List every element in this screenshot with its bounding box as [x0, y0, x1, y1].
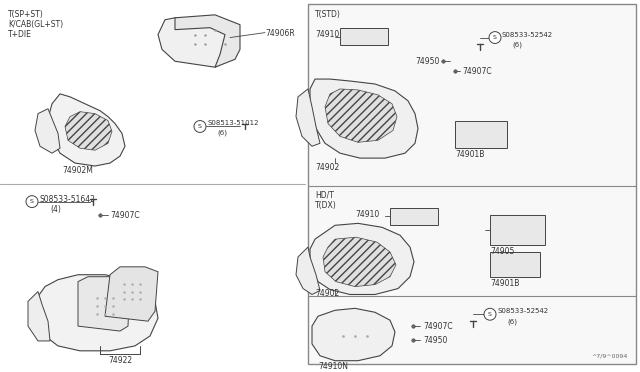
Polygon shape: [28, 292, 50, 341]
Text: (6): (6): [507, 318, 517, 325]
Text: T(SP+ST): T(SP+ST): [8, 10, 44, 19]
Circle shape: [484, 308, 496, 320]
Text: (6): (6): [217, 129, 227, 136]
Text: 74905: 74905: [490, 247, 515, 256]
Text: 74901B: 74901B: [455, 150, 484, 159]
Text: 74907C: 74907C: [462, 67, 492, 76]
Text: 74907C: 74907C: [423, 322, 452, 331]
Text: S: S: [30, 199, 34, 204]
Bar: [455, 121, 507, 148]
Bar: [308, 4, 636, 364]
Polygon shape: [310, 223, 414, 295]
Text: K/CAB(GL+ST): K/CAB(GL+ST): [8, 20, 63, 29]
Text: 74910: 74910: [315, 30, 339, 39]
Text: T(STD): T(STD): [315, 10, 341, 19]
Polygon shape: [105, 267, 158, 321]
Polygon shape: [78, 277, 130, 331]
Text: S08533-52542: S08533-52542: [497, 308, 548, 314]
Bar: [390, 208, 438, 225]
Circle shape: [26, 196, 38, 208]
Polygon shape: [310, 79, 418, 158]
Text: (4): (4): [50, 205, 61, 214]
Polygon shape: [35, 109, 60, 153]
Polygon shape: [312, 308, 395, 361]
Text: 74950: 74950: [423, 336, 447, 345]
Text: S: S: [493, 35, 497, 40]
Text: S08533-51642: S08533-51642: [40, 195, 96, 204]
Polygon shape: [38, 275, 158, 351]
Polygon shape: [48, 94, 125, 166]
Bar: [490, 252, 540, 277]
Polygon shape: [175, 15, 240, 67]
Text: S: S: [198, 124, 202, 129]
Bar: [340, 28, 388, 45]
Text: S08513-51012: S08513-51012: [207, 119, 259, 126]
Polygon shape: [158, 18, 235, 67]
Polygon shape: [296, 89, 320, 146]
Polygon shape: [65, 112, 112, 150]
Polygon shape: [323, 237, 396, 286]
Circle shape: [194, 121, 206, 132]
Text: 74902M: 74902M: [62, 166, 93, 175]
Text: ^7/9^0094: ^7/9^0094: [591, 354, 628, 359]
Text: 74902: 74902: [315, 289, 339, 298]
Text: S: S: [488, 312, 492, 317]
Text: 74922: 74922: [108, 356, 132, 365]
Text: 74910N: 74910N: [318, 362, 348, 371]
Text: T+DIE: T+DIE: [8, 30, 32, 39]
Text: 74950: 74950: [415, 57, 440, 66]
Text: S08533-52542: S08533-52542: [502, 32, 553, 38]
Text: 74902: 74902: [315, 163, 339, 172]
Polygon shape: [325, 89, 397, 142]
Text: 74906R: 74906R: [265, 29, 295, 38]
Polygon shape: [296, 247, 320, 295]
Text: HD/T: HD/T: [315, 191, 334, 200]
Text: 74901B: 74901B: [490, 279, 520, 288]
Text: 74907C: 74907C: [110, 211, 140, 221]
Text: (6): (6): [512, 42, 522, 48]
Bar: [490, 215, 545, 245]
Text: 74910: 74910: [355, 209, 380, 218]
Text: T(DX): T(DX): [315, 201, 337, 209]
Circle shape: [489, 32, 501, 44]
